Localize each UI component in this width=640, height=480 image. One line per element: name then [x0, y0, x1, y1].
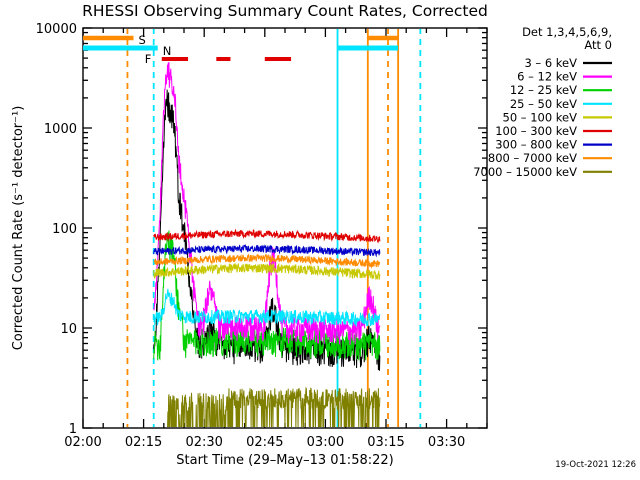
y-tick-label: 100 — [52, 222, 77, 237]
data-series-100-300-kev — [153, 228, 381, 244]
x-tick-label: 03:00 — [307, 435, 344, 450]
y-tick-label: 1 — [69, 422, 77, 437]
x-tick-label: 02:15 — [125, 435, 162, 450]
y-axis-tick-labels: 10000 1000 100 10 1 — [36, 22, 77, 437]
flag-label-s: S — [139, 33, 146, 47]
legend-label: 50 – 100 keV — [503, 110, 578, 124]
legend-attenuator-header: Att 0 — [584, 38, 612, 52]
legend-label: 3 – 6 keV — [524, 56, 577, 70]
x-tick-label: 02:00 — [64, 435, 101, 450]
data-series-group — [153, 62, 381, 427]
data-series-12-25-kev — [153, 230, 381, 361]
legend-detector-header: Det 1,3,4,5,6,9, — [522, 25, 612, 39]
page-title: RHESSI Observing Summary Count Rates, Co… — [82, 2, 488, 20]
legend-label: 25 – 50 keV — [510, 97, 577, 111]
x-axis-tick-labels: 02:00 02:15 02:30 02:45 03:00 03:15 03:30 — [64, 435, 465, 450]
y-tick-label: 10000 — [36, 22, 77, 37]
x-tick-label: 02:45 — [246, 435, 283, 450]
x-tick-label: 03:30 — [428, 435, 465, 450]
y-tick-label: 1000 — [44, 122, 77, 137]
data-series-25-50-kev — [153, 288, 381, 327]
render-timestamp: 19-Oct-2021 12:26 — [555, 460, 636, 470]
event-marker-lines — [126, 29, 422, 427]
legend-label: 100 – 300 keV — [495, 124, 577, 138]
legend-label: 6 – 12 keV — [517, 70, 577, 84]
data-series-6-12-kev — [153, 62, 381, 345]
flag-label-f: F — [145, 52, 152, 66]
data-series-300-800-kev — [153, 244, 381, 258]
data-series-7000-15000-kev — [167, 386, 381, 427]
x-axis-ticks — [82, 28, 488, 428]
flag-letters: S NF — [139, 33, 172, 66]
y-tick-label: 10 — [60, 322, 77, 337]
y-axis-label: Corrected Count Rate (s⁻¹ detector⁻¹) — [11, 106, 26, 351]
data-series-3-6-kev — [153, 89, 381, 371]
data-series-800-7000-kev — [153, 253, 381, 269]
annotation-bars — [83, 35, 399, 61]
legend-label: 12 – 25 keV — [510, 83, 577, 97]
flag-label-n: N — [163, 44, 172, 58]
x-tick-label: 02:30 — [185, 435, 222, 450]
legend-label: 800 – 7000 keV — [488, 151, 577, 165]
legend-label: 300 – 800 keV — [495, 138, 577, 152]
y-axis-ticks — [83, 27, 487, 429]
legend-label: 7000 – 15000 keV — [473, 165, 577, 179]
x-axis-label: Start Time (29–May–13 01:58:22) — [176, 453, 393, 468]
x-tick-label: 03:15 — [367, 435, 404, 450]
data-series-50-100-kev — [153, 262, 381, 280]
